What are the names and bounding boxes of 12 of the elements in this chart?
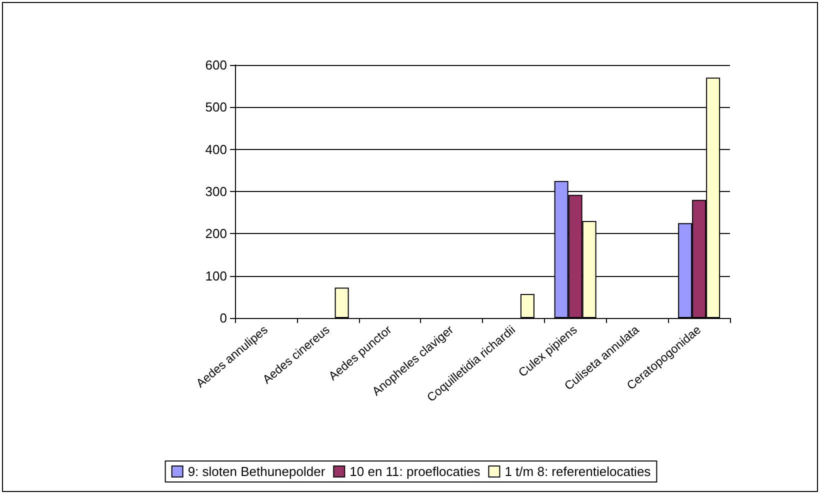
legend-label: 1 t/m 8: referentielocaties [504, 464, 652, 479]
y-tick-label: 200 [205, 226, 227, 242]
y-tick-label: 100 [205, 268, 227, 284]
bar [334, 288, 349, 318]
y-tick-label: 500 [205, 100, 227, 115]
y-tick-label: 400 [205, 142, 227, 157]
y-tick-label: 0 [220, 310, 227, 326]
bar [520, 294, 534, 318]
legend-label: 9: sloten Bethunepolder [188, 464, 326, 479]
y-tick-label: 600 [205, 58, 227, 72]
legend-label: 10 en 11: proeflocaties [350, 464, 481, 479]
y-tick-label: 300 [205, 184, 227, 199]
